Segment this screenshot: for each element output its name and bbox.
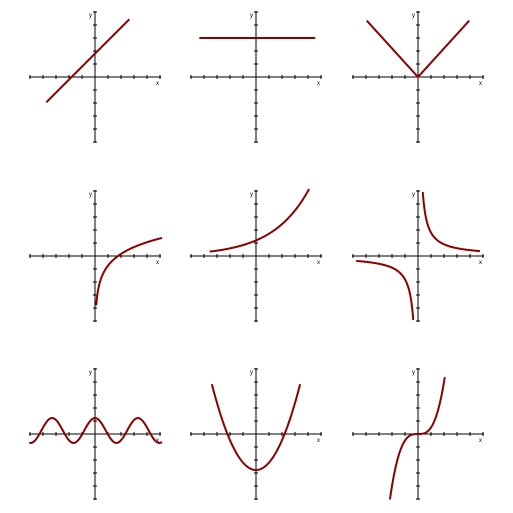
curve	[389, 377, 446, 500]
curve	[209, 188, 310, 253]
curve	[366, 20, 470, 79]
y-axis-label: y	[250, 370, 253, 376]
curve	[29, 417, 163, 444]
x-axis-label: x	[317, 260, 320, 266]
x-axis-label: x	[156, 260, 159, 266]
graph-panel: xy	[190, 188, 322, 322]
graph-panel: xy	[29, 190, 163, 322]
y-axis-label: y	[89, 192, 92, 198]
x-axis-label: x	[479, 81, 482, 87]
curve	[45, 18, 130, 103]
x-axis-label: x	[479, 260, 482, 266]
graph-panel: xy	[352, 368, 484, 500]
y-axis-label: y	[89, 13, 92, 19]
x-axis-label: x	[317, 81, 320, 87]
y-axis-label: y	[250, 13, 253, 19]
y-axis-label: y	[412, 370, 415, 376]
y-axis-label: y	[412, 13, 415, 19]
graph-panel: xy	[29, 368, 163, 500]
curve	[95, 237, 163, 306]
x-axis-label: x	[156, 438, 159, 444]
x-axis-label: x	[156, 81, 159, 87]
y-axis-label: y	[412, 192, 415, 198]
graph-panel: xy	[190, 368, 322, 500]
curve	[211, 383, 301, 472]
graph-panel: xy	[352, 190, 484, 322]
graph-panel: xy	[29, 11, 161, 143]
y-axis-label: y	[250, 192, 253, 198]
x-axis-label: x	[479, 438, 482, 444]
x-axis-label: x	[317, 438, 320, 444]
curve	[355, 259, 415, 321]
graph-panel: xy	[352, 11, 484, 143]
curve	[421, 191, 481, 253]
graph-panel: xy	[190, 11, 322, 143]
y-axis-label: y	[89, 370, 92, 376]
